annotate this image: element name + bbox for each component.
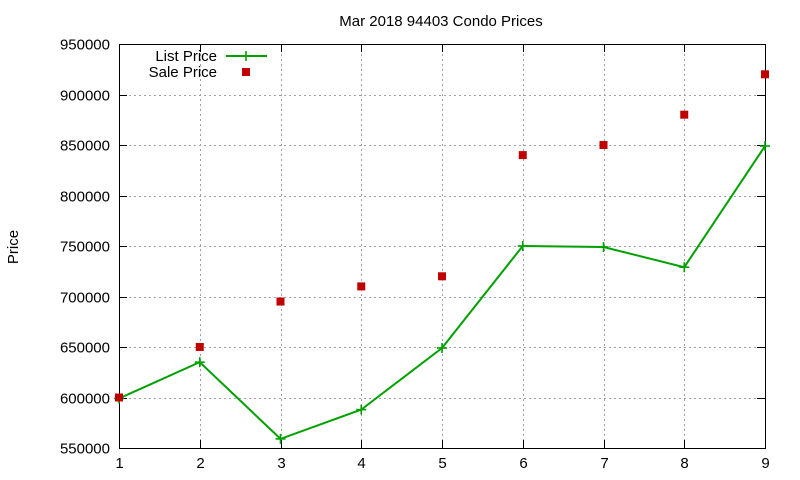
- sale-price-point: [438, 272, 446, 281]
- plot-frame: [119, 44, 766, 449]
- sale-price-point: [357, 282, 366, 291]
- list-price-point: [275, 433, 286, 444]
- y-tick-label: 900000: [60, 88, 110, 105]
- chart-title: Mar 2018 94403 Condo Prices: [339, 13, 542, 30]
- sale-price-point: [518, 151, 527, 160]
- sale-price-point: [195, 343, 204, 351]
- y-tick-label: 650000: [60, 340, 110, 357]
- y-tick-label: 850000: [60, 138, 110, 155]
- x-tick-label: 3: [277, 455, 285, 472]
- y-tick-label: 700000: [60, 290, 110, 307]
- y-tick-label: 600000: [60, 391, 110, 408]
- x-tick-label: 2: [196, 455, 204, 472]
- x-tick-label: 8: [680, 455, 688, 472]
- list-price-point: [598, 242, 609, 253]
- y-tick-label: 950000: [60, 37, 110, 54]
- x-tick-label: 5: [438, 455, 446, 472]
- y-tick-label: 550000: [60, 441, 110, 458]
- list-price-point: [679, 262, 690, 273]
- x-tick-label: 1: [115, 455, 123, 472]
- sale-price-point: [276, 297, 285, 306]
- sale-price-point: [115, 393, 123, 402]
- sale-price-point: [761, 70, 769, 79]
- y-tick-label: 750000: [60, 239, 110, 256]
- y-tick-label: 800000: [60, 189, 110, 206]
- x-tick-label: 6: [519, 455, 527, 472]
- sale-price-point: [599, 141, 608, 149]
- y-axis-ticks: 550000 600000 650000 700000 750000 800000 8500…: [60, 37, 765, 458]
- x-tick-label: 9: [761, 455, 769, 472]
- legend-marker-sale-price: [242, 68, 250, 76]
- x-tick-label: 7: [600, 455, 608, 472]
- series-layer: [114, 70, 770, 444]
- list-price-point: [356, 404, 367, 415]
- list-price-point: [437, 343, 447, 354]
- legend-label-list-price: List Price: [155, 48, 217, 65]
- legend-marker-list-price: [241, 51, 251, 61]
- list-price-point: [760, 141, 770, 152]
- x-tick-label: 4: [357, 455, 365, 472]
- y-axis-label: Price: [5, 230, 22, 264]
- list-price-point: [194, 357, 205, 368]
- legend-label-sale-price: Sale Price: [149, 64, 217, 81]
- sale-price-point: [680, 110, 689, 119]
- list-price-point: [517, 241, 528, 251]
